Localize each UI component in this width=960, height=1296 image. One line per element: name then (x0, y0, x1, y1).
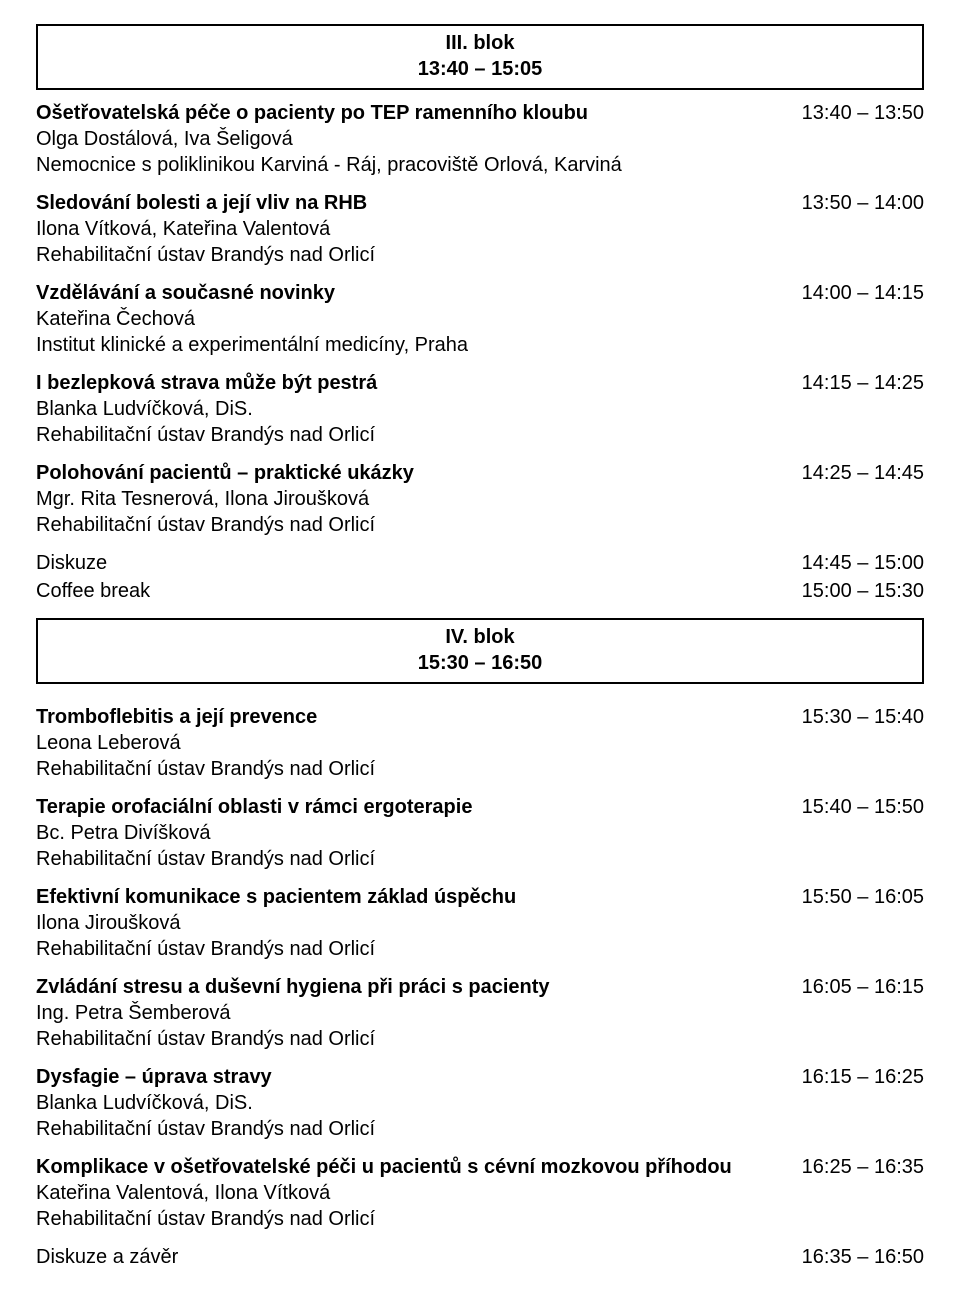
entry-time: 13:50 – 14:00 (782, 190, 924, 216)
row-label: Coffee break (36, 578, 150, 604)
entry-title: Polohování pacientů – praktické ukázky (36, 460, 414, 486)
entry-time: 16:05 – 16:15 (782, 974, 924, 1000)
entry-speakers: Bc. Petra Divíšková (36, 820, 924, 846)
entry-affiliation: Nemocnice s poliklinikou Karviná - Ráj, … (36, 152, 924, 178)
block-header-4: IV. blok 15:30 – 16:50 (36, 618, 924, 684)
entry-title: I bezlepková strava může být pestrá (36, 370, 377, 396)
entry-affiliation: Rehabilitační ústav Brandýs nad Orlicí (36, 242, 924, 268)
row-time: 14:45 – 15:00 (782, 550, 924, 576)
entry-affiliation: Rehabilitační ústav Brandýs nad Orlicí (36, 1206, 924, 1232)
entry-speakers: Olga Dostálová, Iva Šeligová (36, 126, 924, 152)
program-entry: Dysfagie – úprava stravy 16:15 – 16:25 B… (36, 1064, 924, 1142)
program-entry: Sledování bolesti a její vliv na RHB 13:… (36, 190, 924, 268)
block-title: III. blok (38, 30, 922, 56)
program-entry: Terapie orofaciální oblasti v rámci ergo… (36, 794, 924, 872)
block-title: IV. blok (38, 624, 922, 650)
block-time: 15:30 – 16:50 (38, 650, 922, 676)
entry-time: 14:15 – 14:25 (782, 370, 924, 396)
block-header-3: III. blok 13:40 – 15:05 (36, 24, 924, 90)
program-entry: Zvládání stresu a duševní hygiena při pr… (36, 974, 924, 1052)
program-entry: Vzdělávání a současné novinky 14:00 – 14… (36, 280, 924, 358)
program-entry: I bezlepková strava může být pestrá 14:1… (36, 370, 924, 448)
entry-affiliation: Rehabilitační ústav Brandýs nad Orlicí (36, 1116, 924, 1142)
entry-time: 14:00 – 14:15 (782, 280, 924, 306)
block-time: 13:40 – 15:05 (38, 56, 922, 82)
entry-speakers: Blanka Ludvíčková, DiS. (36, 1090, 924, 1116)
program-entry: Ošetřovatelská péče o pacienty po TEP ra… (36, 100, 924, 178)
entry-time: 16:25 – 16:35 (782, 1154, 924, 1180)
program-entry: Tromboflebitis a její prevence 15:30 – 1… (36, 704, 924, 782)
program-entry: Komplikace v ošetřovatelské péči u pacie… (36, 1154, 924, 1232)
program-row-closing: Diskuze a závěr 16:35 – 16:50 (36, 1244, 924, 1270)
entry-affiliation: Rehabilitační ústav Brandýs nad Orlicí (36, 756, 924, 782)
row-time: 16:35 – 16:50 (782, 1244, 924, 1270)
entry-title: Dysfagie – úprava stravy (36, 1064, 272, 1090)
entry-affiliation: Rehabilitační ústav Brandýs nad Orlicí (36, 936, 924, 962)
program-entry: Efektivní komunikace s pacientem základ … (36, 884, 924, 962)
entry-speakers: Ilona Jiroušková (36, 910, 924, 936)
entry-title: Tromboflebitis a její prevence (36, 704, 317, 730)
entry-speakers: Mgr. Rita Tesnerová, Ilona Jiroušková (36, 486, 924, 512)
entry-title: Efektivní komunikace s pacientem základ … (36, 884, 516, 910)
entry-title: Komplikace v ošetřovatelské péči u pacie… (36, 1154, 732, 1180)
program-row-coffeebreak: Coffee break 15:00 – 15:30 (36, 578, 924, 604)
entry-affiliation: Rehabilitační ústav Brandýs nad Orlicí (36, 512, 924, 538)
entry-time: 13:40 – 13:50 (782, 100, 924, 126)
entry-title: Sledování bolesti a její vliv na RHB (36, 190, 367, 216)
entry-speakers: Leona Leberová (36, 730, 924, 756)
row-label: Diskuze (36, 550, 107, 576)
row-time: 15:00 – 15:30 (782, 578, 924, 604)
program-row-discussion: Diskuze 14:45 – 15:00 (36, 550, 924, 576)
entry-title: Terapie orofaciální oblasti v rámci ergo… (36, 794, 472, 820)
entry-speakers: Kateřina Valentová, Ilona Vítková (36, 1180, 924, 1206)
entry-time: 16:15 – 16:25 (782, 1064, 924, 1090)
entry-affiliation: Rehabilitační ústav Brandýs nad Orlicí (36, 422, 924, 448)
entry-affiliation: Rehabilitační ústav Brandýs nad Orlicí (36, 1026, 924, 1052)
entry-affiliation: Rehabilitační ústav Brandýs nad Orlicí (36, 846, 924, 872)
entry-time: 15:40 – 15:50 (782, 794, 924, 820)
entry-time: 15:50 – 16:05 (782, 884, 924, 910)
entry-title: Vzdělávání a současné novinky (36, 280, 335, 306)
entry-speakers: Ilona Vítková, Kateřina Valentová (36, 216, 924, 242)
entry-title: Ošetřovatelská péče o pacienty po TEP ra… (36, 100, 588, 126)
entry-time: 14:25 – 14:45 (782, 460, 924, 486)
entry-affiliation: Institut klinické a experimentální medic… (36, 332, 924, 358)
entry-speakers: Blanka Ludvíčková, DiS. (36, 396, 924, 422)
entry-speakers: Ing. Petra Šemberová (36, 1000, 924, 1026)
program-entry: Polohování pacientů – praktické ukázky 1… (36, 460, 924, 538)
entry-time: 15:30 – 15:40 (782, 704, 924, 730)
entry-speakers: Kateřina Čechová (36, 306, 924, 332)
row-label: Diskuze a závěr (36, 1244, 178, 1270)
entry-title: Zvládání stresu a duševní hygiena při pr… (36, 974, 550, 1000)
